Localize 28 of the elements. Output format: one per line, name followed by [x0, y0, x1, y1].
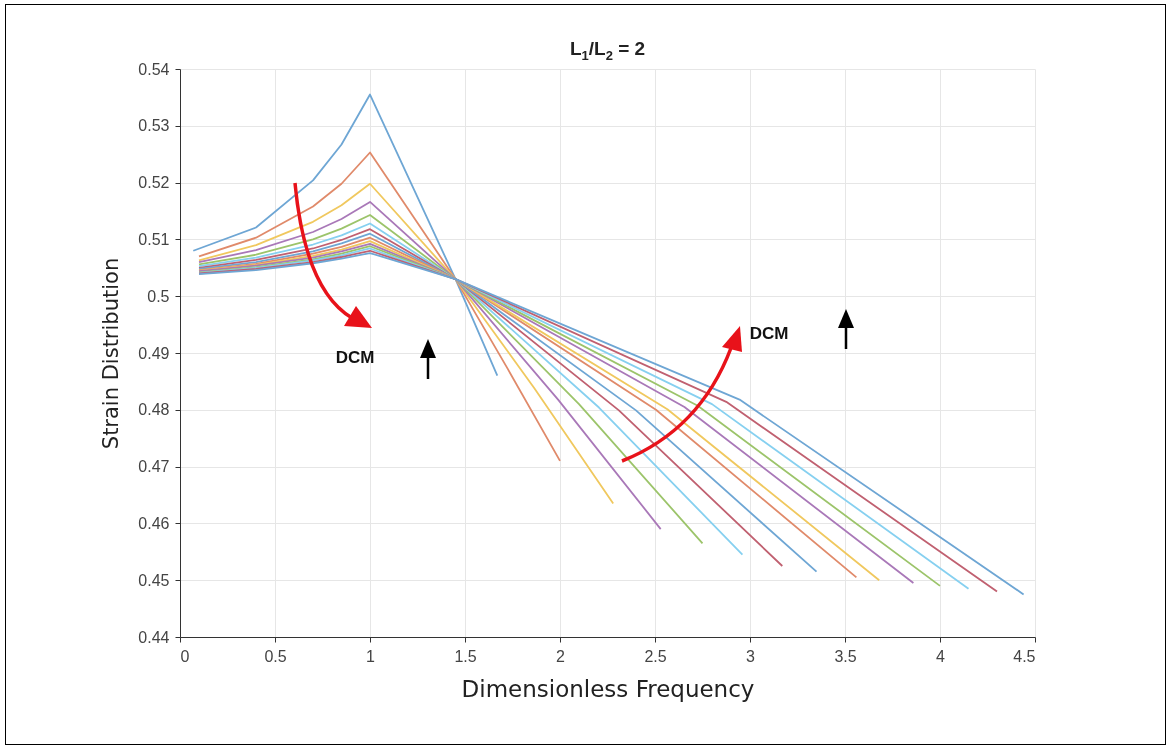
x-axis-title: Dimensionless Frequency [461, 675, 755, 702]
x-tick-label: 2 [556, 647, 566, 665]
line-series [198, 201, 662, 530]
x-tick-label: 3 [746, 647, 756, 665]
x-tick-label: 1 [366, 647, 376, 665]
x-tick-label: 1.5 [454, 647, 477, 665]
y-tick-label: 0.46 [138, 514, 170, 532]
x-tick-label: 3.5 [834, 647, 857, 665]
y-tick-label: 0.52 [138, 174, 170, 192]
y-axis-title: Strain Distribution [99, 257, 124, 450]
y-tick-label: 0.53 [138, 117, 170, 135]
y-tick-label: 0.51 [138, 230, 170, 248]
line-series [198, 182, 615, 505]
chart-title: L$_{1}$/L$_{2}$ = 2 [568, 38, 647, 63]
x-tick-label: 4.5 [1013, 647, 1036, 665]
y-tick-label: 0.49 [138, 344, 170, 362]
x-tick-label: 0 [180, 647, 190, 665]
y-tick-label: 0.44 [138, 628, 170, 646]
x-tick-label: 4 [936, 647, 946, 665]
annotation: DCM [335, 348, 375, 367]
y-tick-label: 0.47 [138, 458, 170, 476]
y-tick-label: 0.5 [147, 287, 170, 305]
y-tick-label: 0.54 [138, 60, 170, 78]
x-tick-label: 2.5 [644, 647, 667, 665]
annotation: DCM [749, 324, 789, 343]
y-tick-label: 0.45 [138, 571, 170, 589]
y-tick-label: 0.48 [138, 401, 170, 419]
x-tick-label: 0.5 [264, 647, 287, 665]
